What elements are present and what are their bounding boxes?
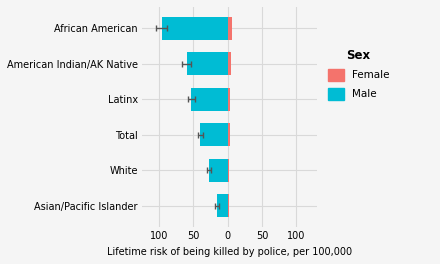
Bar — [228, 159, 229, 182]
Bar — [209, 159, 228, 182]
Bar — [162, 17, 228, 40]
Bar — [228, 17, 231, 40]
Bar — [200, 123, 228, 147]
Bar — [228, 88, 230, 111]
Legend: Female, Male: Female, Male — [324, 45, 393, 105]
Bar — [217, 194, 228, 217]
Bar — [187, 53, 228, 76]
Bar — [191, 88, 228, 111]
X-axis label: Lifetime risk of being killed by police, per 100,000: Lifetime risk of being killed by police,… — [107, 247, 352, 257]
Bar — [228, 194, 229, 217]
Bar — [228, 53, 231, 76]
Bar — [228, 123, 230, 147]
